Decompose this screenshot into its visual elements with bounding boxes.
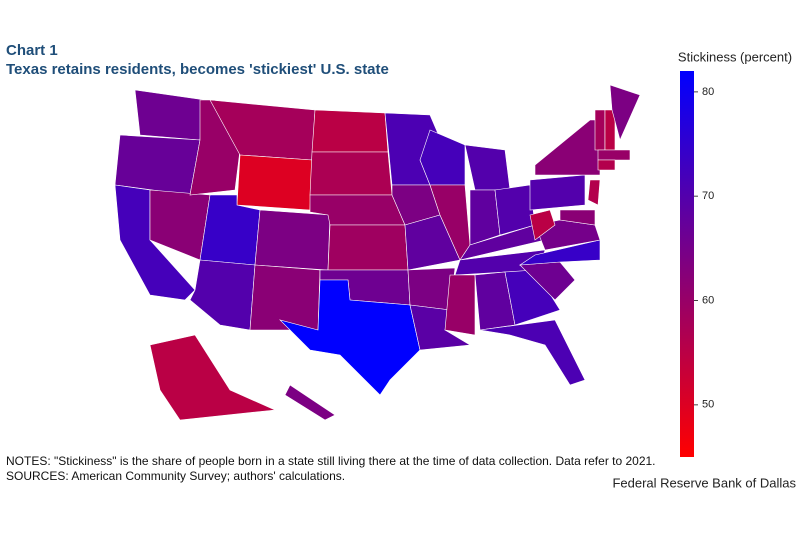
state [149,334,277,421]
state [284,384,336,421]
state [518,239,601,266]
state [311,109,389,153]
colorbar-tick-label: 70 [702,190,714,202]
state [189,99,241,196]
state [464,144,511,191]
state [469,189,501,246]
state [559,209,596,226]
state [309,151,393,196]
map [114,84,641,421]
colorbar-tick-label: 50 [702,399,714,411]
state [279,279,421,396]
colorbar [680,71,694,457]
state [114,134,201,196]
sources: SOURCES: American Community Survey; auth… [6,469,345,483]
state [587,179,601,206]
state [149,189,211,261]
state [236,154,313,211]
chart-label: Chart 1 [6,42,58,59]
credit: Federal Reserve Bank of Dallas [612,475,796,490]
colorbar-tick-label: 80 [702,86,714,98]
state [609,84,641,141]
state [254,209,331,271]
colorbar-title: Stickiness (percent) [678,49,792,64]
state [444,274,476,336]
state [594,109,606,151]
state [597,149,631,161]
chart-title: Texas retains residents, becomes 'sticki… [6,61,389,78]
state [504,269,561,326]
state [327,224,409,271]
notes: NOTES: "Stickiness" is the share of peop… [6,454,656,468]
state [529,209,556,241]
state [534,119,601,176]
state [249,264,321,331]
colorbar-tick-label: 60 [702,294,714,306]
state [409,304,471,351]
state [134,89,206,141]
state [597,159,616,171]
state [189,259,256,331]
state [479,319,586,386]
state [529,174,586,211]
